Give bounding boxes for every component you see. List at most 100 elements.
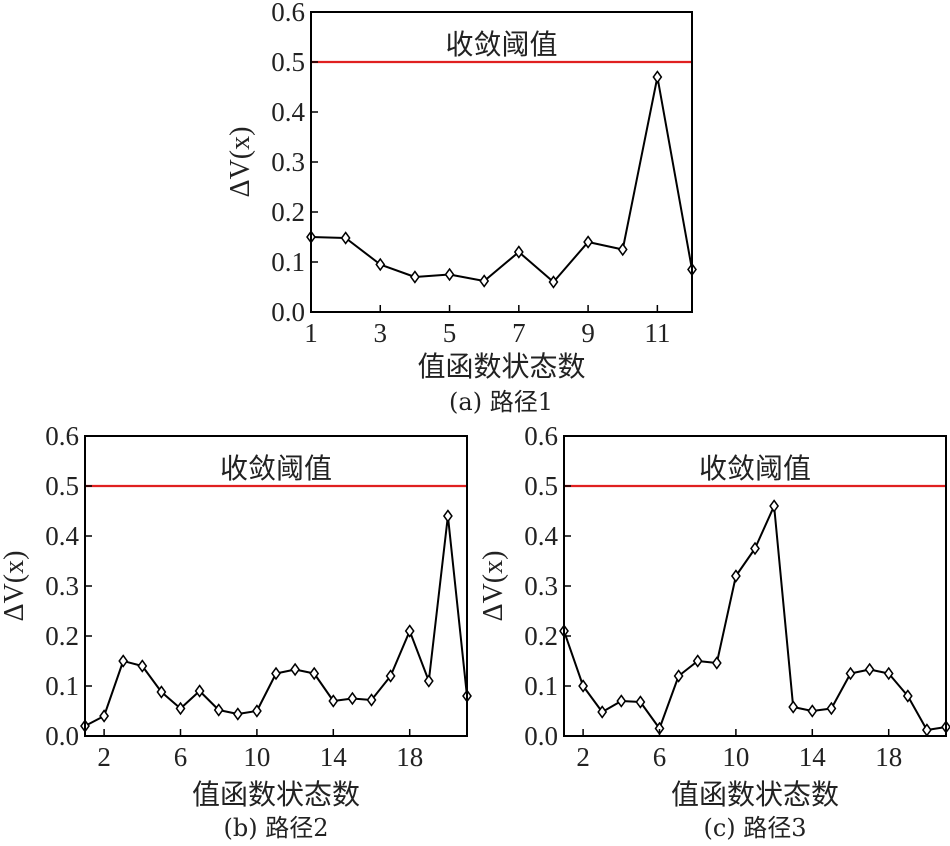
y-tick-label: 0.3 <box>524 571 558 601</box>
data-point-marker <box>635 695 646 709</box>
y-axis-label: ΔV(x) <box>478 551 509 622</box>
data-point-marker <box>290 662 301 677</box>
x-tick-label: 18 <box>875 742 902 772</box>
data-point-marker <box>423 674 434 688</box>
x-axis-label: 值函数状态数 <box>192 778 360 811</box>
x-tick-label: 18 <box>396 742 423 772</box>
data-point-marker <box>652 70 663 84</box>
data-point-marker <box>175 701 186 716</box>
y-tick-label: 0.0 <box>271 297 305 327</box>
data-point-marker <box>444 267 455 282</box>
data-point-marker <box>366 693 377 707</box>
x-tick-label: 1 <box>304 318 318 348</box>
data-point-marker <box>597 705 608 719</box>
data-point-marker <box>788 700 799 714</box>
y-tick-label: 0.1 <box>45 671 79 701</box>
y-tick-label: 0.5 <box>45 471 79 501</box>
y-tick-label: 0.4 <box>524 521 558 551</box>
panel-caption: (b) 路径2 <box>224 814 329 842</box>
data-point-marker <box>883 666 894 681</box>
data-point-marker <box>118 654 129 668</box>
data-point-marker <box>309 666 320 681</box>
data-point-marker <box>711 656 722 670</box>
data-point-marker <box>137 659 148 673</box>
data-point-marker <box>807 704 818 718</box>
y-tick-label: 0.6 <box>271 0 305 27</box>
data-point-marker <box>616 694 627 708</box>
x-tick-label: 2 <box>97 742 111 772</box>
chart-panel-3: 收敛阈值 0.0 0.1 0.2 0.3 0.4 0.5 0.6 2 6 10 14 18 值函数状态数 Δ… <box>478 421 950 842</box>
data-point-marker <box>328 694 339 708</box>
data-point-marker <box>583 235 594 249</box>
y-tick-label: 0.2 <box>524 621 558 651</box>
y-tick-label: 0.2 <box>271 197 305 227</box>
data-point-marker <box>404 624 415 638</box>
x-tick-label: 11 <box>644 318 670 348</box>
y-tick-label: 0.3 <box>271 147 305 177</box>
panel-caption: (a) 路径1 <box>449 388 553 416</box>
data-point-marker <box>826 701 837 716</box>
data-point-marker <box>845 666 856 681</box>
y-tick-label: 0.5 <box>271 47 305 77</box>
y-tick-label: 0.6 <box>45 421 79 451</box>
data-point-marker <box>673 669 684 683</box>
y-tick-label: 0.0 <box>45 721 79 751</box>
threshold-label: 收敛阈值 <box>445 28 557 61</box>
data-point-marker <box>232 707 243 721</box>
data-point-marker <box>513 245 524 259</box>
series-line <box>84 515 468 727</box>
y-tick-label: 0.1 <box>524 671 558 701</box>
x-axis-label: 值函数状态数 <box>417 350 585 383</box>
y-tick-label: 0.4 <box>271 97 305 127</box>
y-tick-label: 0.5 <box>524 471 558 501</box>
data-point-marker <box>99 709 110 723</box>
data-point-marker <box>617 242 628 257</box>
data-point-marker <box>692 654 703 668</box>
data-point-marker <box>442 509 453 523</box>
x-tick-label: 14 <box>320 742 348 772</box>
data-point-marker <box>156 685 167 699</box>
y-axis-label: ΔV(x) <box>0 551 30 622</box>
threshold-label: 收敛阈值 <box>699 452 811 485</box>
x-tick-label: 3 <box>374 318 388 348</box>
x-tick-label: 7 <box>512 318 526 348</box>
data-point-marker <box>750 541 760 556</box>
y-tick-label: 0.3 <box>45 571 79 601</box>
data-point-marker <box>730 569 741 583</box>
data-point-marker <box>409 270 420 284</box>
data-point-marker <box>479 274 490 288</box>
data-point-marker <box>769 499 780 513</box>
y-tick-label: 0.4 <box>45 521 79 551</box>
x-tick-label: 6 <box>653 742 667 772</box>
series-line <box>310 76 693 283</box>
data-point-marker <box>548 275 559 289</box>
x-tick-label: 10 <box>243 742 270 772</box>
data-point-marker <box>385 669 396 683</box>
y-axis-label: ΔV(x) <box>225 127 256 198</box>
x-tick-label: 14 <box>799 742 827 772</box>
data-point-marker <box>902 689 913 703</box>
chart-panel-2: 收敛阈值 0.0 0.1 0.2 0.3 0.4 0.5 0.6 2 6 10 14 18 值函数状态数 Δ… <box>0 421 472 842</box>
y-tick-label: 0.1 <box>271 247 305 277</box>
data-point-marker <box>864 662 875 677</box>
data-point-marker <box>578 679 589 693</box>
x-tick-label: 2 <box>576 742 590 772</box>
y-tick-label: 0.6 <box>524 421 558 451</box>
x-axis-label: 值函数状态数 <box>671 778 839 811</box>
y-tick-label: 0.2 <box>45 621 79 651</box>
panel-caption: (c) 路径3 <box>703 814 806 842</box>
data-point-marker <box>340 231 351 245</box>
data-point-marker <box>213 703 224 717</box>
data-point-marker <box>347 691 358 706</box>
x-tick-label: 5 <box>443 318 457 348</box>
data-point-marker <box>194 684 205 698</box>
data-point-marker <box>251 704 262 718</box>
data-point-marker <box>375 257 386 272</box>
x-tick-label: 10 <box>722 742 749 772</box>
x-tick-label: 6 <box>174 742 188 772</box>
chart-panel-1: 收敛阈值 0.0 0.1 0.2 0.3 0.4 0.5 0.6 1 3 5 7 9 11 值函数状态数 ΔV… <box>225 0 697 416</box>
y-tick-label: 0.0 <box>524 721 558 751</box>
threshold-label: 收敛阈值 <box>220 452 332 485</box>
x-tick-label: 9 <box>581 318 595 348</box>
